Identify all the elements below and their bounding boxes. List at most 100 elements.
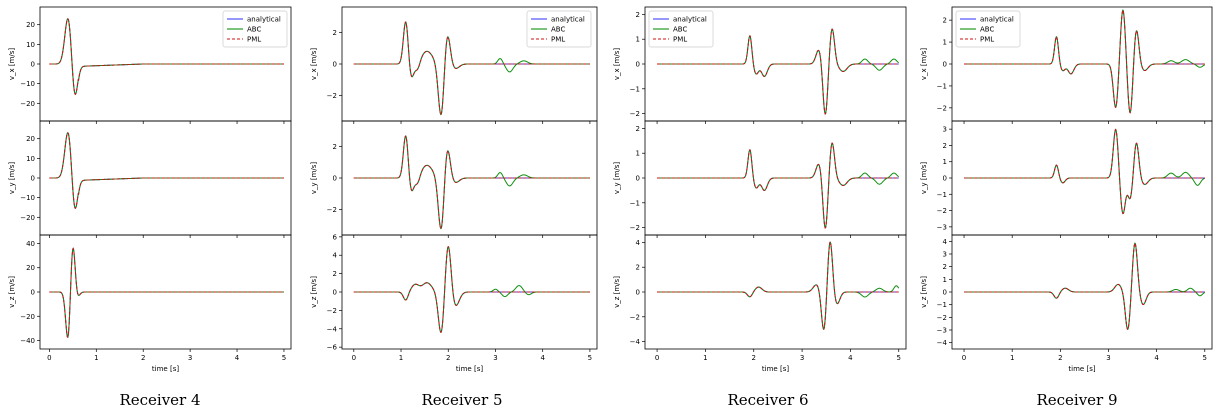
y-tick-label: −2 (630, 224, 640, 232)
y-tick-label: 2 (333, 29, 337, 37)
legend-box (648, 10, 714, 48)
y-tick-label: 20 (26, 135, 35, 143)
x-tick-label: 4 (1154, 354, 1159, 362)
y-tick-label: 3 (943, 251, 947, 259)
receiver-caption: Receiver 5 (421, 391, 502, 409)
y-tick-label: 2 (636, 264, 640, 272)
legend-label-analytical: analytical (673, 16, 707, 24)
legend-label-pml: PML (980, 36, 994, 44)
receiver-caption: Receiver 9 (1036, 391, 1117, 409)
legend-label-analytical: analytical (551, 16, 585, 24)
y-tick-label: 0 (333, 175, 337, 183)
y-axis-label: v_z [m/s] (8, 276, 16, 308)
series-abc (657, 241, 900, 330)
series-pml (49, 18, 284, 95)
legend: analytical ABC PML (526, 10, 592, 48)
y-tick-label: −2 (327, 206, 337, 214)
y-tick-label: 1 (943, 158, 947, 166)
legend: analytical ABC PML (648, 10, 714, 48)
y-tick-label: 2 (333, 270, 337, 278)
receiver-chart-3: −2 −1 0 1 2 v_x [m/s] analytical ABC PML −2 −1 0 1 2 v… (613, 6, 907, 409)
series-analytical (964, 242, 1205, 331)
series-analytical (49, 132, 284, 209)
legend-box (955, 10, 1021, 48)
y-tick-label: 0 (333, 61, 337, 69)
y-axis-label: v_y [m/s] (8, 162, 16, 195)
x-tick-label: 3 (1106, 354, 1110, 362)
receiver-caption: Receiver 6 (727, 391, 808, 409)
legend-label-pml: PML (551, 36, 565, 44)
x-tick-label: 2 (752, 354, 756, 362)
y-tick-label: 2 (333, 143, 337, 151)
y-tick-label: 0 (943, 61, 947, 69)
y-tick-label: 0 (636, 61, 640, 69)
y-axis-label: v_z [m/s] (310, 276, 318, 308)
y-tick-label: 2 (636, 11, 640, 19)
legend-label-abc: ABC (980, 26, 994, 34)
series-abc (49, 132, 284, 209)
y-tick-label: −1 (630, 85, 640, 93)
y-axis-label: v_x [m/s] (920, 48, 928, 81)
series-abc (353, 135, 590, 230)
legend-label-analytical: analytical (980, 16, 1014, 24)
legend-label-abc: ABC (673, 26, 687, 34)
x-tick-label: 1 (1010, 354, 1014, 362)
y-tick-label: −4 (630, 338, 641, 346)
legend-label-analytical: analytical (247, 16, 281, 24)
y-tick-label: −1 (630, 199, 640, 207)
y-tick-label: −6 (327, 344, 338, 352)
legend: analytical ABC PML (222, 10, 288, 48)
x-tick-label: 3 (800, 354, 804, 362)
y-tick-label: 6 (333, 233, 338, 241)
x-tick-label: 1 (94, 354, 98, 362)
x-tick-label: 3 (493, 354, 497, 362)
receiver-chart-4: −2 −1 0 1 2 v_x [m/s] analytical ABC PML −3 −2 −1 0 1… (920, 6, 1213, 409)
series-abc (964, 128, 1205, 215)
y-tick-label: 4 (943, 238, 948, 246)
y-tick-label: 0 (31, 61, 35, 69)
y-tick-label: 3 (943, 126, 947, 134)
series-pml (353, 135, 590, 230)
y-tick-label: −3 (937, 327, 947, 335)
y-tick-label: 2 (943, 142, 947, 150)
panel-vy: −20 −10 0 10 20 v_y [m/s] (8, 120, 292, 238)
y-tick-label: 2 (636, 125, 640, 133)
y-tick-label: 4 (333, 252, 338, 260)
y-tick-label: 1 (636, 36, 640, 44)
series-abc (49, 247, 284, 338)
x-tick-label: 0 (352, 354, 356, 362)
x-tick-label: 0 (47, 354, 51, 362)
x-tick-label: 4 (540, 354, 545, 362)
y-tick-label: 10 (26, 41, 35, 49)
panel-vy: −3 −2 −1 0 1 2 3 v_y [m/s] (920, 120, 1213, 238)
y-tick-label: 0 (636, 175, 640, 183)
series-analytical (964, 128, 1205, 215)
x-tick-label: 4 (235, 354, 240, 362)
panel-vx: −2 −1 0 1 2 v_x [m/s] analytical ABC PML (920, 6, 1213, 124)
y-tick-label: 0 (31, 289, 35, 297)
panel-vz: −4 −3 −2 −1 0 1 2 3 4 v_z [m/s] 0 1 2 3 4 5 (920, 234, 1213, 362)
y-tick-label: −2 (327, 92, 337, 100)
series-analytical (353, 245, 590, 333)
y-tick-label: 0 (943, 289, 947, 297)
panel-vz: −4 −2 0 2 4 v_z [m/s] 0 1 2 3 4 5 (613, 234, 907, 362)
y-tick-label: −2 (937, 104, 947, 112)
legend-label-pml: PML (247, 36, 261, 44)
series-pml (964, 9, 1205, 114)
x-tick-label: 0 (962, 354, 966, 362)
y-tick-label: 4 (636, 239, 641, 247)
legend-box (222, 10, 288, 48)
series-pml (353, 245, 590, 333)
y-tick-label: −4 (937, 339, 948, 347)
series-abc (353, 245, 590, 333)
y-tick-label: 2 (943, 263, 947, 271)
x-tick-label: 2 (1058, 354, 1062, 362)
x-axis-label: time [s] (152, 365, 179, 373)
x-tick-label: 5 (897, 354, 901, 362)
panel-vx: −2 0 2 v_x [m/s] analytical ABC PML (310, 6, 598, 124)
y-tick-label: −1 (937, 301, 947, 309)
y-tick-label: 0 (636, 289, 640, 297)
x-axis-label: time [s] (456, 365, 483, 373)
series-analytical (353, 135, 590, 230)
